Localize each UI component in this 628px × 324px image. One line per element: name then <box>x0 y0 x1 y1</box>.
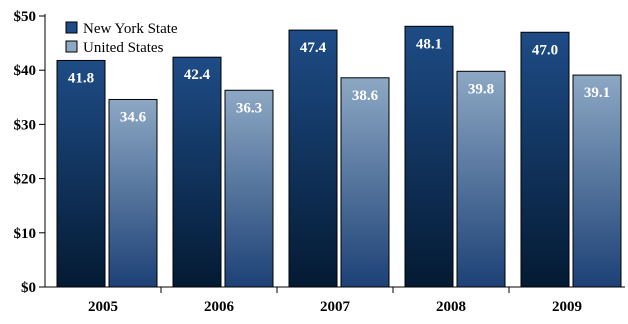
legend-label: United States <box>83 40 164 56</box>
bar-new-york-state-2005 <box>56 59 106 288</box>
x-category-label: 2009 <box>552 299 582 315</box>
data-label: 36.3 <box>236 100 262 116</box>
data-label: 47.4 <box>300 40 327 56</box>
y-tick-label: $40 <box>14 63 37 79</box>
data-label: 38.6 <box>352 88 379 104</box>
legend: New York State United States <box>65 21 178 56</box>
data-label: 48.1 <box>416 36 442 52</box>
data-label: 41.8 <box>68 70 94 86</box>
data-label: 39.1 <box>584 85 610 101</box>
x-category-label: 2007 <box>320 299 351 315</box>
data-label: 42.4 <box>184 67 211 83</box>
legend-swatch-new-york-state <box>65 21 78 34</box>
x-category-label: 2005 <box>88 299 118 315</box>
y-tick-label: $10 <box>14 226 37 242</box>
y-tick-label: $30 <box>14 117 37 133</box>
bar-new-york-state-2008 <box>404 25 454 288</box>
x-category-label: 2008 <box>436 299 466 315</box>
bar-united-states-2008 <box>456 70 506 288</box>
bar-new-york-state-2007 <box>288 29 338 288</box>
data-label: 39.8 <box>468 81 494 97</box>
legend-swatch-united-states <box>65 40 78 53</box>
y-tick-label: $20 <box>14 172 37 188</box>
bar-united-states-2009 <box>572 74 622 288</box>
y-tick-label: $50 <box>14 9 37 25</box>
legend-label: New York State <box>83 21 178 37</box>
bar-united-states-2006 <box>224 89 274 288</box>
plot-area: $0 $10 $20 $30 $40 $50 41.8 42.4 47.4 48.1 47.0 34.… <box>14 9 625 315</box>
bar-united-states-2005 <box>108 98 158 288</box>
bar-new-york-state-2006 <box>172 56 222 288</box>
x-category-label: 2006 <box>204 299 235 315</box>
bar-new-york-state-2009 <box>520 31 570 288</box>
data-label: 34.6 <box>120 109 147 125</box>
y-tick-label: $0 <box>21 280 36 296</box>
data-label: 47.0 <box>532 42 558 58</box>
bar-united-states-2007 <box>340 77 390 288</box>
